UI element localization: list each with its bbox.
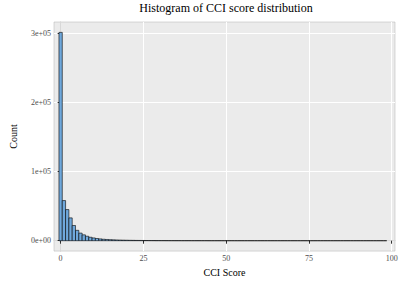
svg-text:CCI Score: CCI Score — [204, 267, 247, 278]
svg-text:100: 100 — [386, 254, 398, 263]
svg-text:2e+05: 2e+05 — [31, 98, 51, 107]
svg-text:0: 0 — [59, 254, 63, 263]
svg-text:25: 25 — [139, 254, 147, 263]
svg-text:Count: Count — [8, 124, 19, 149]
svg-text:50: 50 — [222, 254, 230, 263]
svg-text:1e+05: 1e+05 — [31, 167, 51, 176]
svg-text:75: 75 — [305, 254, 313, 263]
svg-text:Histogram of CCI score distrib: Histogram of CCI score distribution — [139, 1, 312, 15]
svg-text:3e+05: 3e+05 — [31, 29, 51, 38]
svg-text:0e+00: 0e+00 — [31, 236, 51, 245]
